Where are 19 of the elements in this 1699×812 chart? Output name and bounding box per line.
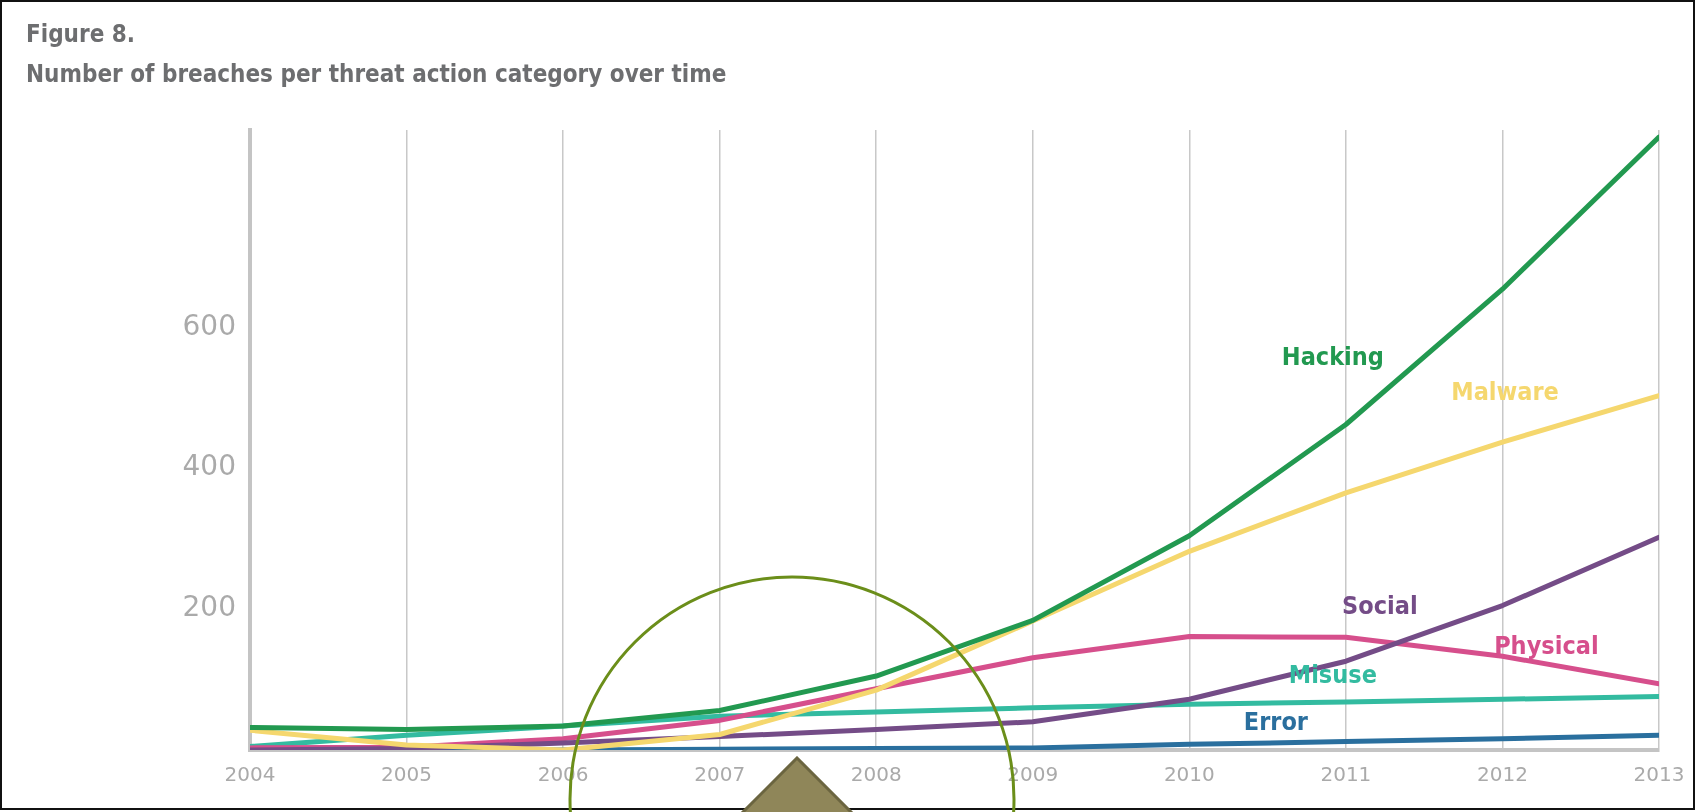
x-tick-label: 2013 — [1633, 762, 1685, 787]
x-tick-label: 2011 — [1320, 762, 1372, 787]
x-tick-label: 2008 — [850, 762, 902, 787]
series-label: Malware — [1451, 377, 1559, 407]
series-label: Hacking — [1281, 342, 1384, 372]
x-tick-label: 2010 — [1163, 762, 1215, 787]
y-tick-label: 400 — [182, 449, 236, 483]
series-label: Physical — [1494, 631, 1599, 661]
chart-title: Figure 8. — [26, 19, 137, 50]
series-label: Social — [1342, 591, 1418, 621]
x-tick-label: 2005 — [381, 762, 433, 787]
x-tick-label: 2007 — [694, 762, 746, 787]
x-tick-label: 2012 — [1476, 762, 1528, 787]
y-tick-label: 200 — [182, 590, 236, 624]
y-tick-label: 600 — [182, 308, 236, 342]
series-label: Misuse — [1288, 659, 1377, 689]
x-tick-label: 2004 — [224, 762, 276, 787]
series-label: Error — [1243, 707, 1309, 737]
chart-subtitle: Number of breaches per threat action category over time — [26, 59, 727, 90]
